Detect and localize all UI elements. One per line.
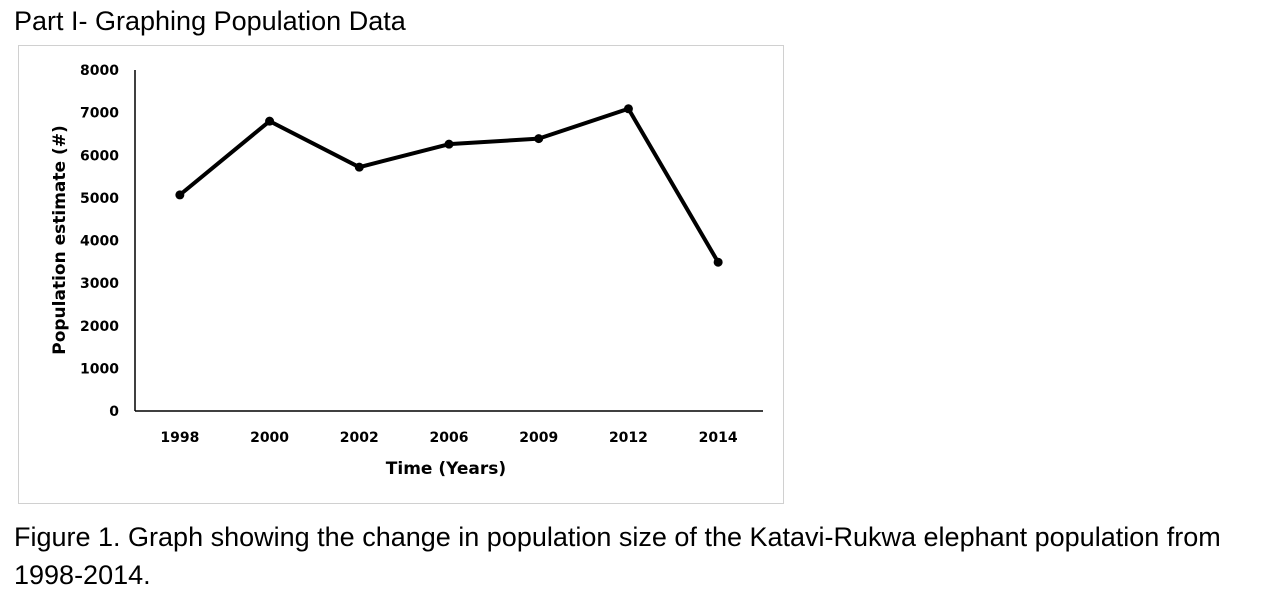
figure-caption: Figure 1. Graph showing the change in po…: [14, 522, 1221, 590]
data-point: [354, 162, 364, 172]
data-point: [713, 257, 723, 267]
y-tick-label: 1000: [80, 361, 119, 377]
x-tick-label: 2006: [430, 430, 469, 446]
y-tick-label: 5000: [80, 191, 119, 207]
data-point: [175, 190, 185, 200]
series-layer: [175, 104, 723, 267]
x-axis-title: Time (Years): [386, 459, 506, 479]
x-axis-ticks: 1998 2000 2002 2006 2009 2012 2014: [160, 430, 738, 446]
y-tick-label: 6000: [80, 148, 119, 164]
y-tick-label: 8000: [80, 63, 119, 79]
x-tick-label: 1998: [160, 430, 199, 446]
data-point: [534, 134, 544, 144]
y-tick-label: 0: [109, 404, 119, 420]
y-axis-ticks: 0 1000 2000 3000 4000 5000 6000 7000 8000: [80, 63, 119, 420]
x-tick-label: 2000: [250, 430, 289, 446]
line-chart: 0 1000 2000 3000 4000 5000 6000 7000 8000 1998 20…: [50, 63, 763, 479]
data-point: [623, 104, 633, 114]
series-line: [177, 106, 721, 265]
page-heading: Part I- Graphing Population Data: [14, 6, 406, 36]
x-tick-label: 2009: [519, 430, 558, 446]
x-tick-label: 2002: [340, 430, 379, 446]
y-tick-label: 7000: [80, 106, 119, 122]
x-tick-label: 2014: [699, 430, 738, 446]
y-tick-label: 3000: [80, 276, 119, 292]
chart-container: 0 1000 2000 3000 4000 5000 6000 7000 8000 1998 20…: [18, 45, 784, 504]
y-axis-title: Population estimate (#): [50, 125, 70, 355]
y-tick-label: 2000: [80, 319, 119, 335]
data-point: [444, 139, 454, 149]
y-tick-label: 4000: [80, 234, 119, 250]
data-point: [265, 116, 275, 126]
x-tick-label: 2012: [609, 430, 648, 446]
